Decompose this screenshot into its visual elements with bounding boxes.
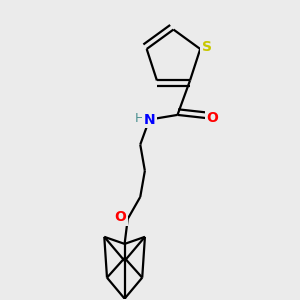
Text: H: H [135,112,144,125]
Text: O: O [114,210,126,224]
Text: S: S [202,40,212,53]
Text: N: N [143,112,155,127]
Text: O: O [207,111,218,125]
